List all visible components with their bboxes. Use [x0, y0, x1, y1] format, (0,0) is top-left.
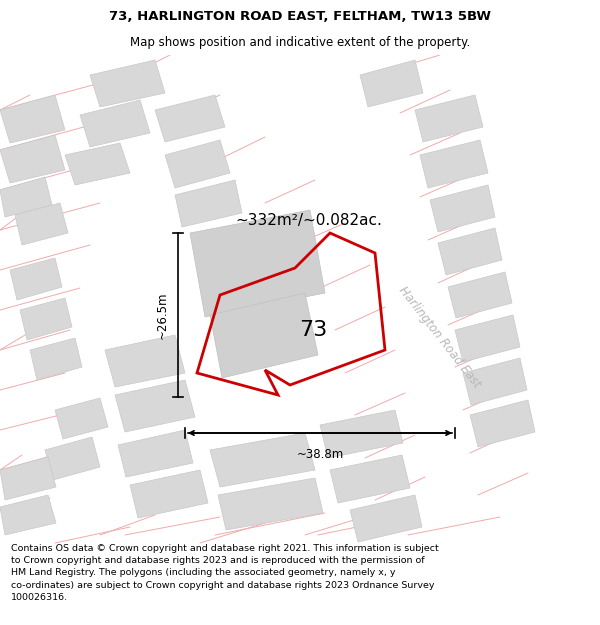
- Text: Contains OS data © Crown copyright and database right 2021. This information is : Contains OS data © Crown copyright and d…: [11, 544, 439, 602]
- Polygon shape: [455, 315, 520, 362]
- Polygon shape: [420, 140, 488, 188]
- Polygon shape: [20, 298, 72, 340]
- Polygon shape: [10, 258, 62, 300]
- Polygon shape: [0, 177, 52, 217]
- Polygon shape: [218, 478, 323, 530]
- Polygon shape: [0, 495, 56, 535]
- Polygon shape: [30, 338, 82, 380]
- Polygon shape: [210, 433, 315, 487]
- Polygon shape: [165, 140, 230, 188]
- Polygon shape: [463, 358, 527, 405]
- Polygon shape: [470, 400, 535, 447]
- Text: ~38.8m: ~38.8m: [296, 449, 344, 461]
- Polygon shape: [118, 430, 193, 477]
- Polygon shape: [55, 398, 108, 439]
- Text: Harlington Road East: Harlington Road East: [397, 284, 484, 390]
- Polygon shape: [210, 293, 318, 378]
- Polygon shape: [190, 210, 325, 317]
- Polygon shape: [0, 457, 56, 500]
- Polygon shape: [105, 335, 185, 387]
- Text: 73, HARLINGTON ROAD EAST, FELTHAM, TW13 5BW: 73, HARLINGTON ROAD EAST, FELTHAM, TW13 …: [109, 10, 491, 23]
- Polygon shape: [330, 455, 410, 503]
- Polygon shape: [15, 203, 68, 245]
- Text: ~332m²/~0.082ac.: ~332m²/~0.082ac.: [235, 213, 382, 228]
- Polygon shape: [0, 95, 65, 143]
- Polygon shape: [80, 100, 150, 147]
- Polygon shape: [130, 470, 208, 518]
- Polygon shape: [65, 143, 130, 185]
- Polygon shape: [430, 185, 495, 232]
- Text: Map shows position and indicative extent of the property.: Map shows position and indicative extent…: [130, 36, 470, 49]
- Polygon shape: [448, 272, 512, 318]
- Polygon shape: [320, 410, 403, 458]
- Polygon shape: [415, 95, 483, 142]
- Text: ~26.5m: ~26.5m: [155, 291, 169, 339]
- Polygon shape: [0, 135, 65, 183]
- Polygon shape: [115, 380, 195, 432]
- Polygon shape: [175, 180, 242, 227]
- Polygon shape: [438, 228, 502, 275]
- Polygon shape: [45, 437, 100, 480]
- Polygon shape: [360, 60, 423, 107]
- Polygon shape: [90, 60, 165, 107]
- Text: 73: 73: [299, 319, 327, 339]
- Polygon shape: [155, 95, 225, 142]
- Polygon shape: [350, 495, 422, 542]
